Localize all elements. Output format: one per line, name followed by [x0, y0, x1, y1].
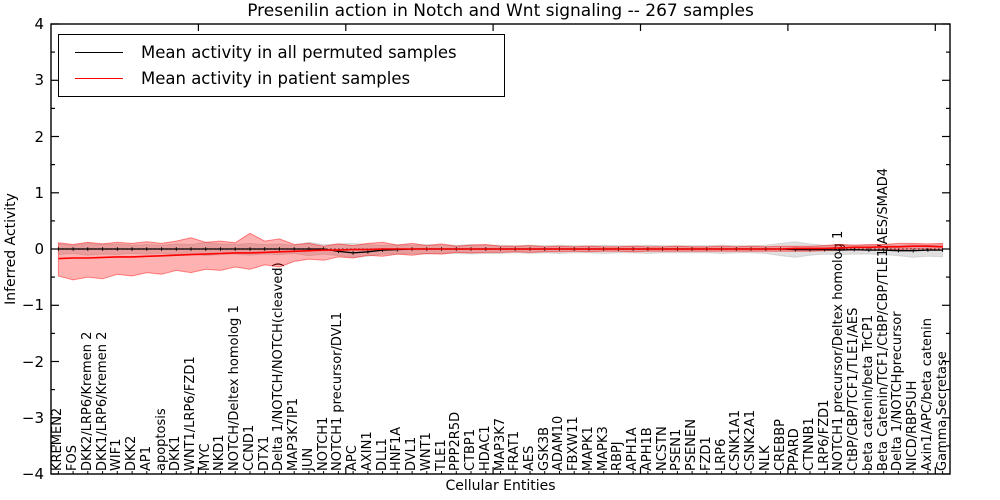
- x-tick-label: DKK1/LRP6/Kremen 2: [94, 331, 110, 471]
- x-tick-label: DVL1: [404, 436, 420, 471]
- x-tick-label: CtBP/CBP/TCF1/TLE1/AES: [846, 307, 862, 471]
- y-tick-label: −2: [21, 352, 44, 371]
- x-tick-label: Delta 1/NOTCH/NOTCH(cleaved): [271, 262, 287, 471]
- y-tick-label: −1: [21, 296, 44, 315]
- legend: Mean activity in all permuted samples Me…: [58, 34, 505, 97]
- y-tick-label: 2: [34, 127, 44, 146]
- x-tick-label: Delta 1/NOTCHprecursor: [890, 311, 906, 471]
- x-tick-label: LRP6/FZD1: [816, 399, 832, 471]
- x-tick-label: AES: [521, 445, 537, 471]
- x-tick-label: NOTCH1 precursor/Deltex homolog 1: [831, 230, 847, 471]
- x-tick-label: Gamma Secretase: [934, 351, 950, 471]
- y-tick-label: −3: [21, 408, 44, 427]
- x-tick-label: APC: [345, 445, 361, 471]
- legend-label-patient: Mean activity in patient samples: [141, 69, 411, 89]
- legend-item-patient: Mean activity in patient samples: [75, 69, 504, 88]
- y-tick-label: 3: [34, 71, 44, 90]
- x-tick-label: FZD1: [698, 436, 714, 471]
- x-tick-label: DTX1: [256, 435, 272, 471]
- legend-item-permuted: Mean activity in all permuted samples: [75, 43, 504, 62]
- x-tick-label: NOTCH/Deltex homolog 1: [227, 305, 243, 471]
- x-tick-label: AP1: [138, 445, 154, 471]
- x-tick-label: NCSTN: [654, 426, 670, 471]
- y-tick-label: −4: [21, 465, 44, 483]
- x-tick-label: MYC: [197, 443, 213, 471]
- x-tick-label: NICD/RBPSUH: [905, 380, 921, 471]
- x-tick-label: DKK2: [124, 435, 140, 471]
- x-tick-label: AXIN1: [359, 431, 375, 471]
- x-tick-label: APH1B: [639, 427, 655, 471]
- x-tick-label: FOS: [65, 445, 81, 471]
- x-tick-label: DKK2/LRP6/Kremen 2: [79, 331, 95, 471]
- x-tick-label: MAP3K7: [492, 417, 508, 471]
- x-tick-label: NLK: [757, 445, 773, 472]
- y-axis-title: Inferred Activity: [3, 193, 19, 305]
- x-tick-label: HNF1A: [389, 426, 405, 471]
- x-tick-label: TLE1: [433, 439, 449, 471]
- x-tick-label: MAPK1: [580, 426, 596, 471]
- legend-line-black-icon: [75, 51, 123, 53]
- x-tick-label: MAP3K7IP1: [286, 398, 302, 471]
- x-tick-label: GSK3B: [536, 426, 552, 471]
- x-tick-label: MAPK3: [595, 426, 611, 471]
- x-tick-label: WNT1: [418, 432, 434, 471]
- legend-label-permuted: Mean activity in all permuted samples: [141, 42, 457, 62]
- y-tick-label: 4: [34, 15, 44, 33]
- x-tick-label: LRP6: [713, 438, 729, 471]
- x-tick-label: CSNK2A1: [743, 409, 759, 471]
- x-tick-label: apoptosis: [153, 408, 169, 471]
- x-tick-label: RBPJ: [610, 441, 626, 471]
- x-tick-label: CSNK1A1: [728, 409, 744, 471]
- x-tick-label: CTNNB1: [801, 417, 817, 471]
- x-tick-label: PPARD: [787, 428, 803, 471]
- x-tick-label: NKD1: [212, 434, 228, 471]
- x-tick-label: FRAT1: [507, 430, 523, 471]
- chart-title: Presenilin action in Notch and Wnt signa…: [247, 1, 754, 21]
- y-tick-label: 1: [34, 183, 44, 202]
- x-tick-label: CREBBP: [772, 419, 788, 471]
- x-tick-label: CTBP1: [463, 428, 479, 471]
- x-tick-label: CCND1: [241, 424, 257, 471]
- x-axis-title: Cellular Entities: [445, 478, 556, 494]
- x-tick-label: PPP2R5D: [448, 411, 464, 471]
- x-tick-label: ADAM10: [551, 415, 567, 471]
- x-tick-label: NOTCH1: [315, 416, 331, 471]
- y-tick-label: 0: [34, 240, 44, 258]
- x-tick-label: PSENEN: [684, 419, 700, 471]
- x-tick-label: JUN: [300, 447, 316, 471]
- x-tick-label: Axin1/APC/beta catenin: [919, 317, 935, 471]
- x-tick-label: PSEN1: [669, 428, 685, 471]
- x-tick-label: beta catenin/beta TrCP1: [860, 314, 876, 471]
- x-tick-label: HDAC1: [477, 425, 493, 471]
- x-tick-label: FBXW11: [566, 416, 582, 471]
- x-tick-label: NOTCH1 precursor/DVL1: [330, 311, 346, 471]
- x-tick-label: DKK1: [168, 435, 184, 471]
- x-tick-label: WNT1/LRP6/FZD1: [183, 356, 198, 471]
- x-tick-label: KREMEN2: [50, 407, 66, 471]
- x-tick-label: DLL1: [374, 438, 390, 471]
- x-tick-label: APH1A: [625, 427, 641, 471]
- x-tick-label: Beta Catenin/TCF1/CtBP/CBP/TLE1/AES/SMAD…: [875, 167, 891, 471]
- x-tick-label: WIF1: [109, 438, 125, 471]
- legend-line-red-icon: [75, 78, 123, 80]
